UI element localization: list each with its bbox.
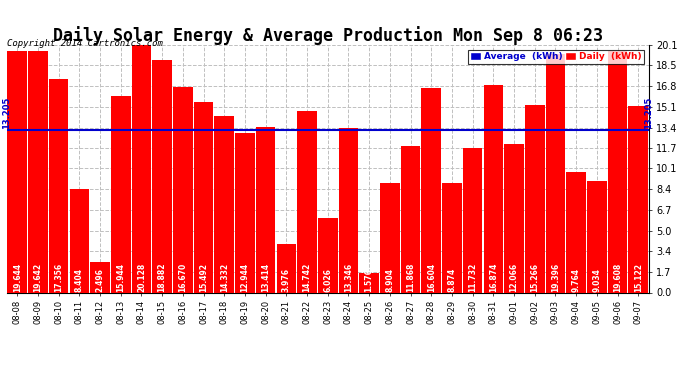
Text: 20.128: 20.128 bbox=[137, 262, 146, 291]
Text: 14.742: 14.742 bbox=[302, 262, 312, 291]
Text: 9.034: 9.034 bbox=[592, 268, 602, 291]
Text: 19.396: 19.396 bbox=[551, 262, 560, 291]
Bar bbox=[359, 273, 379, 292]
Legend: Average  (kWh), Daily  (kWh): Average (kWh), Daily (kWh) bbox=[468, 50, 644, 64]
Bar bbox=[256, 128, 275, 292]
Bar bbox=[587, 181, 607, 292]
Text: 16.874: 16.874 bbox=[489, 262, 498, 291]
Bar bbox=[297, 111, 317, 292]
Bar bbox=[525, 105, 544, 292]
Bar bbox=[484, 85, 503, 292]
Bar bbox=[608, 51, 627, 292]
Text: 8.874: 8.874 bbox=[447, 267, 457, 291]
Bar bbox=[28, 51, 48, 292]
Bar bbox=[90, 262, 110, 292]
Text: 8.404: 8.404 bbox=[75, 267, 84, 291]
Bar bbox=[566, 172, 586, 292]
Bar bbox=[8, 51, 27, 292]
Text: 18.882: 18.882 bbox=[157, 262, 167, 291]
Text: 16.604: 16.604 bbox=[426, 262, 436, 291]
Bar bbox=[422, 88, 441, 292]
Bar bbox=[380, 183, 400, 292]
Text: 8.904: 8.904 bbox=[385, 267, 395, 291]
Text: 15.122: 15.122 bbox=[633, 262, 643, 291]
Bar bbox=[442, 183, 462, 292]
Bar bbox=[629, 106, 648, 292]
Bar bbox=[504, 144, 524, 292]
Bar bbox=[152, 60, 172, 292]
Bar bbox=[339, 128, 358, 292]
Bar bbox=[277, 243, 296, 292]
Text: 16.670: 16.670 bbox=[178, 262, 188, 291]
Text: 15.492: 15.492 bbox=[199, 262, 208, 291]
Bar bbox=[49, 79, 68, 292]
Bar bbox=[111, 96, 130, 292]
Text: 11.732: 11.732 bbox=[468, 262, 477, 291]
Bar bbox=[235, 133, 255, 292]
Text: 6.026: 6.026 bbox=[323, 268, 333, 291]
Text: 17.356: 17.356 bbox=[54, 262, 63, 291]
Text: 2.496: 2.496 bbox=[95, 268, 105, 291]
Text: 15.944: 15.944 bbox=[116, 262, 126, 291]
Bar bbox=[132, 45, 151, 292]
Text: 13.414: 13.414 bbox=[261, 262, 270, 291]
Bar bbox=[70, 189, 89, 292]
Text: 13.346: 13.346 bbox=[344, 262, 353, 291]
Bar bbox=[318, 218, 337, 292]
Text: 12.944: 12.944 bbox=[240, 262, 250, 291]
Text: 15.266: 15.266 bbox=[530, 262, 540, 291]
Text: 13.205: 13.205 bbox=[2, 96, 12, 129]
Title: Daily Solar Energy & Average Production Mon Sep 8 06:23: Daily Solar Energy & Average Production … bbox=[52, 26, 603, 45]
Bar bbox=[401, 146, 420, 292]
Text: 11.868: 11.868 bbox=[406, 262, 415, 291]
Text: 3.976: 3.976 bbox=[282, 267, 291, 291]
Text: 13.205: 13.205 bbox=[644, 96, 653, 129]
Bar bbox=[463, 148, 482, 292]
Text: 19.642: 19.642 bbox=[33, 262, 43, 291]
Bar bbox=[173, 87, 193, 292]
Text: 1.576: 1.576 bbox=[364, 268, 374, 291]
Bar bbox=[215, 116, 234, 292]
Bar bbox=[194, 102, 213, 292]
Text: 9.764: 9.764 bbox=[571, 267, 581, 291]
Text: 19.608: 19.608 bbox=[613, 262, 622, 291]
Text: 12.066: 12.066 bbox=[509, 262, 519, 291]
Text: Copyright 2014 Cartronics.com: Copyright 2014 Cartronics.com bbox=[7, 39, 163, 48]
Bar bbox=[546, 54, 565, 292]
Text: 14.332: 14.332 bbox=[219, 262, 229, 291]
Text: 19.644: 19.644 bbox=[12, 262, 22, 291]
